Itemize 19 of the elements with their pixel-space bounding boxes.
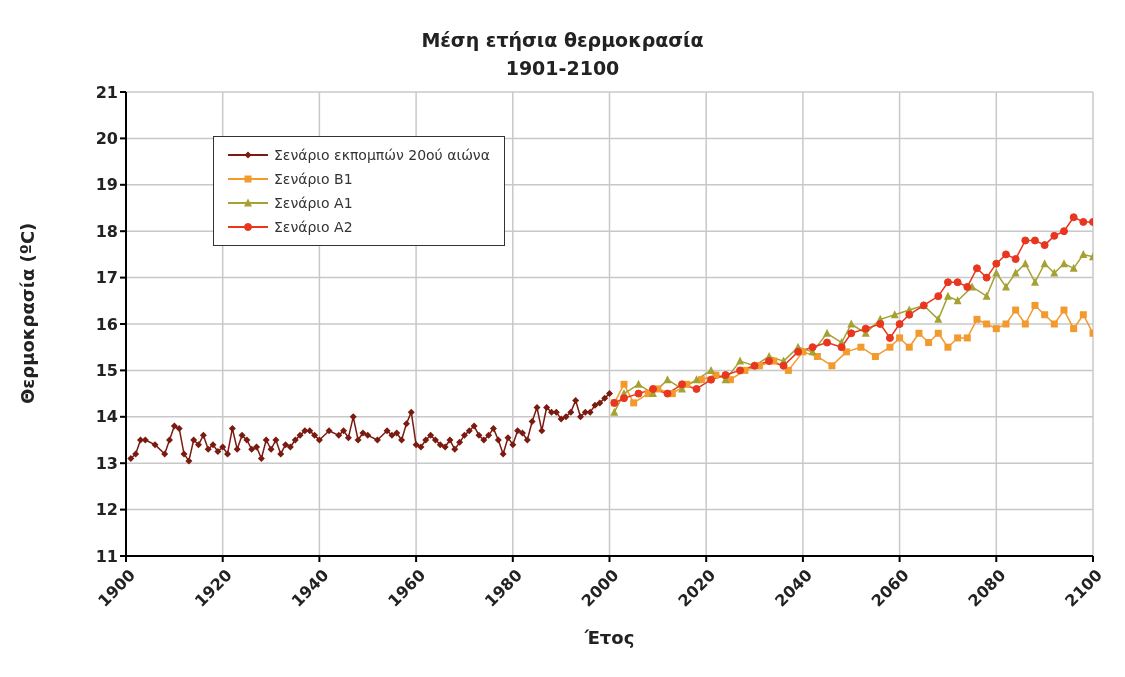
y-tick-label: 15 (95, 361, 118, 381)
y-tick-label: 14 (95, 407, 118, 427)
y-tick-label: 18 (95, 221, 118, 241)
y-tick-label: 17 (95, 268, 118, 288)
legend-label: Σενάριο Α2 (274, 219, 353, 235)
y-tick-label: 12 (95, 500, 118, 520)
legend-label: Σενάριο Α1 (274, 195, 353, 211)
x-axis-title: Έτος (583, 627, 635, 648)
y-tick-label: 16 (95, 314, 118, 334)
y-tick-label: 19 (95, 175, 118, 195)
y-tick-label: 20 (95, 129, 118, 149)
y-tick-label: 11 (95, 546, 118, 566)
legend-label: Σενάριο εκπομπών 20ού αιώνα (274, 147, 490, 163)
chart-title: Μέση ετήσια θερμοκρασία (420, 28, 705, 53)
chart-subtitle: 1901-2100 (504, 56, 621, 81)
y-tick-label: 21 (95, 82, 118, 102)
legend-label: Σενάριο Β1 (274, 171, 353, 187)
y-axis-title: Θερμοκρασία (ºC) (17, 222, 39, 404)
y-tick-label: 13 (95, 453, 118, 473)
